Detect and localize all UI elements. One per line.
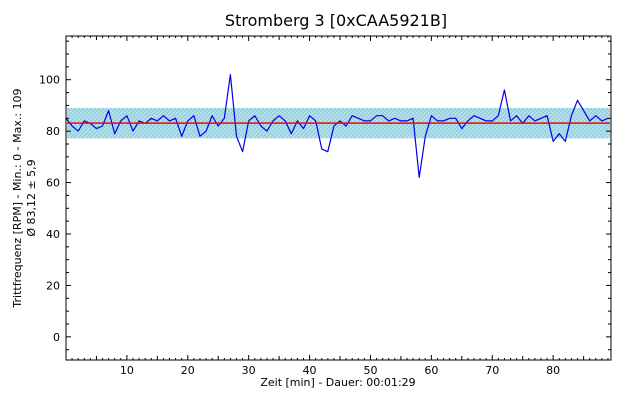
x-axis-label: Zeit [min] - Dauer: 00:01:29	[260, 376, 415, 389]
plot-area	[65, 73, 610, 178]
y-tick-label: 20	[46, 279, 60, 292]
x-tick-label: 50	[363, 364, 377, 377]
chart-title: Stromberg 3 [0xCAA5921B]	[225, 11, 447, 30]
x-tick-label: 20	[181, 364, 195, 377]
x-tick-label: 80	[546, 364, 560, 377]
y-axis-label-stats: Ø 83,12 ± 5,9	[25, 159, 38, 236]
x-tick-label: 60	[424, 364, 438, 377]
x-tick-label: 40	[303, 364, 317, 377]
y-tick-label: 60	[46, 177, 60, 190]
y-tick-label: 100	[39, 74, 60, 87]
x-tick-label: 10	[120, 364, 134, 377]
plot-frame	[65, 35, 612, 361]
y-axis-label: Trittfrequenz [RPM] - Min.: 0 - Max.: 10…	[11, 88, 24, 308]
axis-ticks: 0 20 40 60 80 100 10 20 30 40 50 60 70 80	[39, 36, 611, 377]
y-tick-label: 0	[53, 331, 60, 344]
y-tick-label: 80	[46, 125, 60, 138]
x-tick-label: 70	[485, 364, 499, 377]
y-tick-label: 40	[46, 228, 60, 241]
x-tick-label: 30	[242, 364, 256, 377]
